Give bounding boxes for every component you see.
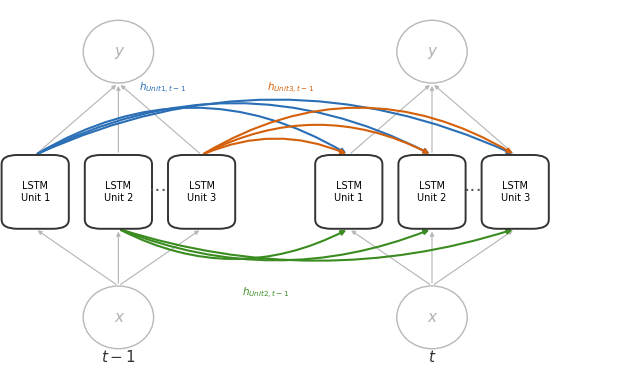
FancyBboxPatch shape	[168, 155, 236, 229]
FancyArrowPatch shape	[121, 230, 428, 261]
FancyBboxPatch shape	[398, 155, 466, 229]
Ellipse shape	[397, 286, 467, 349]
Text: ···: ···	[464, 182, 483, 201]
Text: $h_{Unit2,t-1}$: $h_{Unit2,t-1}$	[242, 286, 289, 301]
Text: LSTM
Unit 1: LSTM Unit 1	[334, 181, 364, 203]
Ellipse shape	[397, 20, 467, 83]
Text: $h_{Unit3,t-1}$: $h_{Unit3,t-1}$	[268, 81, 315, 96]
Text: LSTM
Unit 2: LSTM Unit 2	[104, 181, 133, 203]
Text: $t-1$: $t-1$	[101, 349, 136, 365]
FancyArrowPatch shape	[204, 138, 344, 154]
FancyArrowPatch shape	[121, 230, 510, 261]
FancyArrowPatch shape	[204, 125, 428, 154]
FancyArrowPatch shape	[204, 108, 511, 154]
Text: $h_{Unit1,t-1}$: $h_{Unit1,t-1}$	[140, 81, 187, 96]
Text: y: y	[428, 44, 436, 59]
Text: $t$: $t$	[428, 349, 436, 365]
Text: y: y	[114, 44, 123, 59]
FancyBboxPatch shape	[2, 155, 69, 229]
Text: ···: ···	[149, 182, 168, 201]
Text: x: x	[114, 310, 123, 325]
Ellipse shape	[83, 20, 154, 83]
FancyArrowPatch shape	[121, 230, 344, 259]
Text: LSTM
Unit 3: LSTM Unit 3	[500, 181, 530, 203]
Ellipse shape	[83, 286, 154, 349]
FancyArrowPatch shape	[38, 100, 511, 154]
FancyBboxPatch shape	[316, 155, 383, 229]
Text: LSTM
Unit 2: LSTM Unit 2	[417, 181, 447, 203]
FancyArrowPatch shape	[38, 103, 428, 154]
Text: LSTM
Unit 3: LSTM Unit 3	[187, 181, 216, 203]
FancyArrowPatch shape	[38, 108, 344, 154]
FancyBboxPatch shape	[482, 155, 549, 229]
Text: x: x	[428, 310, 436, 325]
Text: LSTM
Unit 1: LSTM Unit 1	[20, 181, 50, 203]
FancyBboxPatch shape	[85, 155, 152, 229]
